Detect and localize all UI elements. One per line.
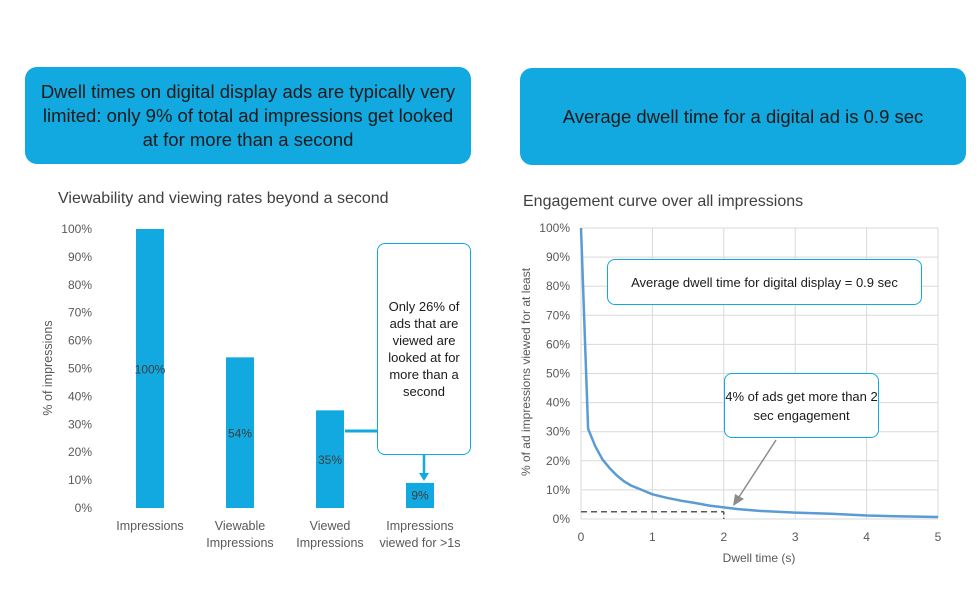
bar-category-label: Impressions	[116, 519, 183, 533]
bar-category-label: viewed for >1s	[380, 536, 461, 550]
bar-y-tick: 0%	[75, 501, 93, 515]
line-x-tick: 5	[935, 530, 942, 544]
line-y-tick: 70%	[546, 308, 570, 322]
bar-category-label: Viewed	[310, 519, 351, 533]
line-x-tick: 3	[792, 530, 799, 544]
line-y-tick: 10%	[546, 483, 570, 497]
bar-chart-title: Viewability and viewing rates beyond a s…	[58, 190, 389, 207]
bar	[316, 410, 344, 508]
banner-left: Dwell times on digital display ads are t…	[25, 67, 471, 164]
bar-value-label: 9%	[411, 488, 429, 502]
line-y-tick: 80%	[546, 279, 570, 293]
bar-y-tick: 90%	[68, 250, 92, 264]
bar-y-tick: 50%	[68, 362, 92, 376]
banner-right: Average dwell time for a digital ad is 0…	[520, 68, 966, 165]
engagement-curve	[579, 227, 939, 519]
bar-category-label: Impressions	[296, 536, 363, 550]
bar-category-label: Impressions	[386, 519, 453, 533]
line-x-tick: 0	[578, 530, 585, 544]
bar-value-label: 100%	[135, 363, 166, 377]
bar-y-tick: 100%	[61, 222, 92, 236]
bar	[406, 482, 434, 508]
line-chart-title: Engagement curve over all impressions	[523, 193, 804, 210]
bar-y-tick: 40%	[68, 389, 92, 403]
line-x-tick: 1	[649, 530, 656, 544]
bar-value-label: 54%	[228, 427, 252, 441]
line-y-tick: 20%	[546, 454, 570, 468]
bar-y-axis-label: % of impressions	[41, 320, 55, 415]
line-y-tick: 0%	[553, 512, 571, 526]
bar-category-label: Impressions	[206, 536, 273, 550]
line-y-axis-label: % of ad impressions viewed for at least	[519, 267, 533, 476]
bar-chart: 0% 10% 20% 30% 40% 50% 60% 70% 80% 90% 100% % of im…	[41, 222, 460, 550]
bar-y-tick: 80%	[68, 278, 92, 292]
line-x-tick: 4	[863, 530, 870, 544]
bar	[226, 357, 254, 508]
callout-two-sec: 4% of ads get more than 2 sec engagement	[724, 373, 879, 438]
line-y-tick: 50%	[546, 367, 570, 381]
line-y-tick: 30%	[546, 425, 570, 439]
bar-value-label: 35%	[318, 453, 342, 467]
bar-y-tick: 30%	[68, 417, 92, 431]
line-y-tick: 100%	[539, 221, 570, 235]
bar-y-tick: 70%	[68, 306, 92, 320]
line-y-tick: 90%	[546, 250, 570, 264]
line-y-tick: 40%	[546, 396, 570, 410]
callout-arrow-head	[419, 473, 429, 481]
bar	[136, 229, 164, 508]
line-x-axis-label: Dwell time (s)	[723, 551, 796, 565]
line-x-tick: 2	[720, 530, 727, 544]
callout-arrow-head	[733, 494, 744, 506]
bar-y-tick: 20%	[68, 445, 92, 459]
callout-average-dwell: Average dwell time for digital display =…	[607, 259, 922, 305]
line-y-tick: 60%	[546, 337, 570, 351]
callout-arrow-line	[738, 439, 777, 498]
callout-viewed: Only 26% of ads that are viewed are look…	[377, 243, 471, 455]
bar-y-tick: 10%	[68, 473, 92, 487]
bar-y-tick: 60%	[68, 334, 92, 348]
bar-category-label: Viewable	[215, 519, 266, 533]
